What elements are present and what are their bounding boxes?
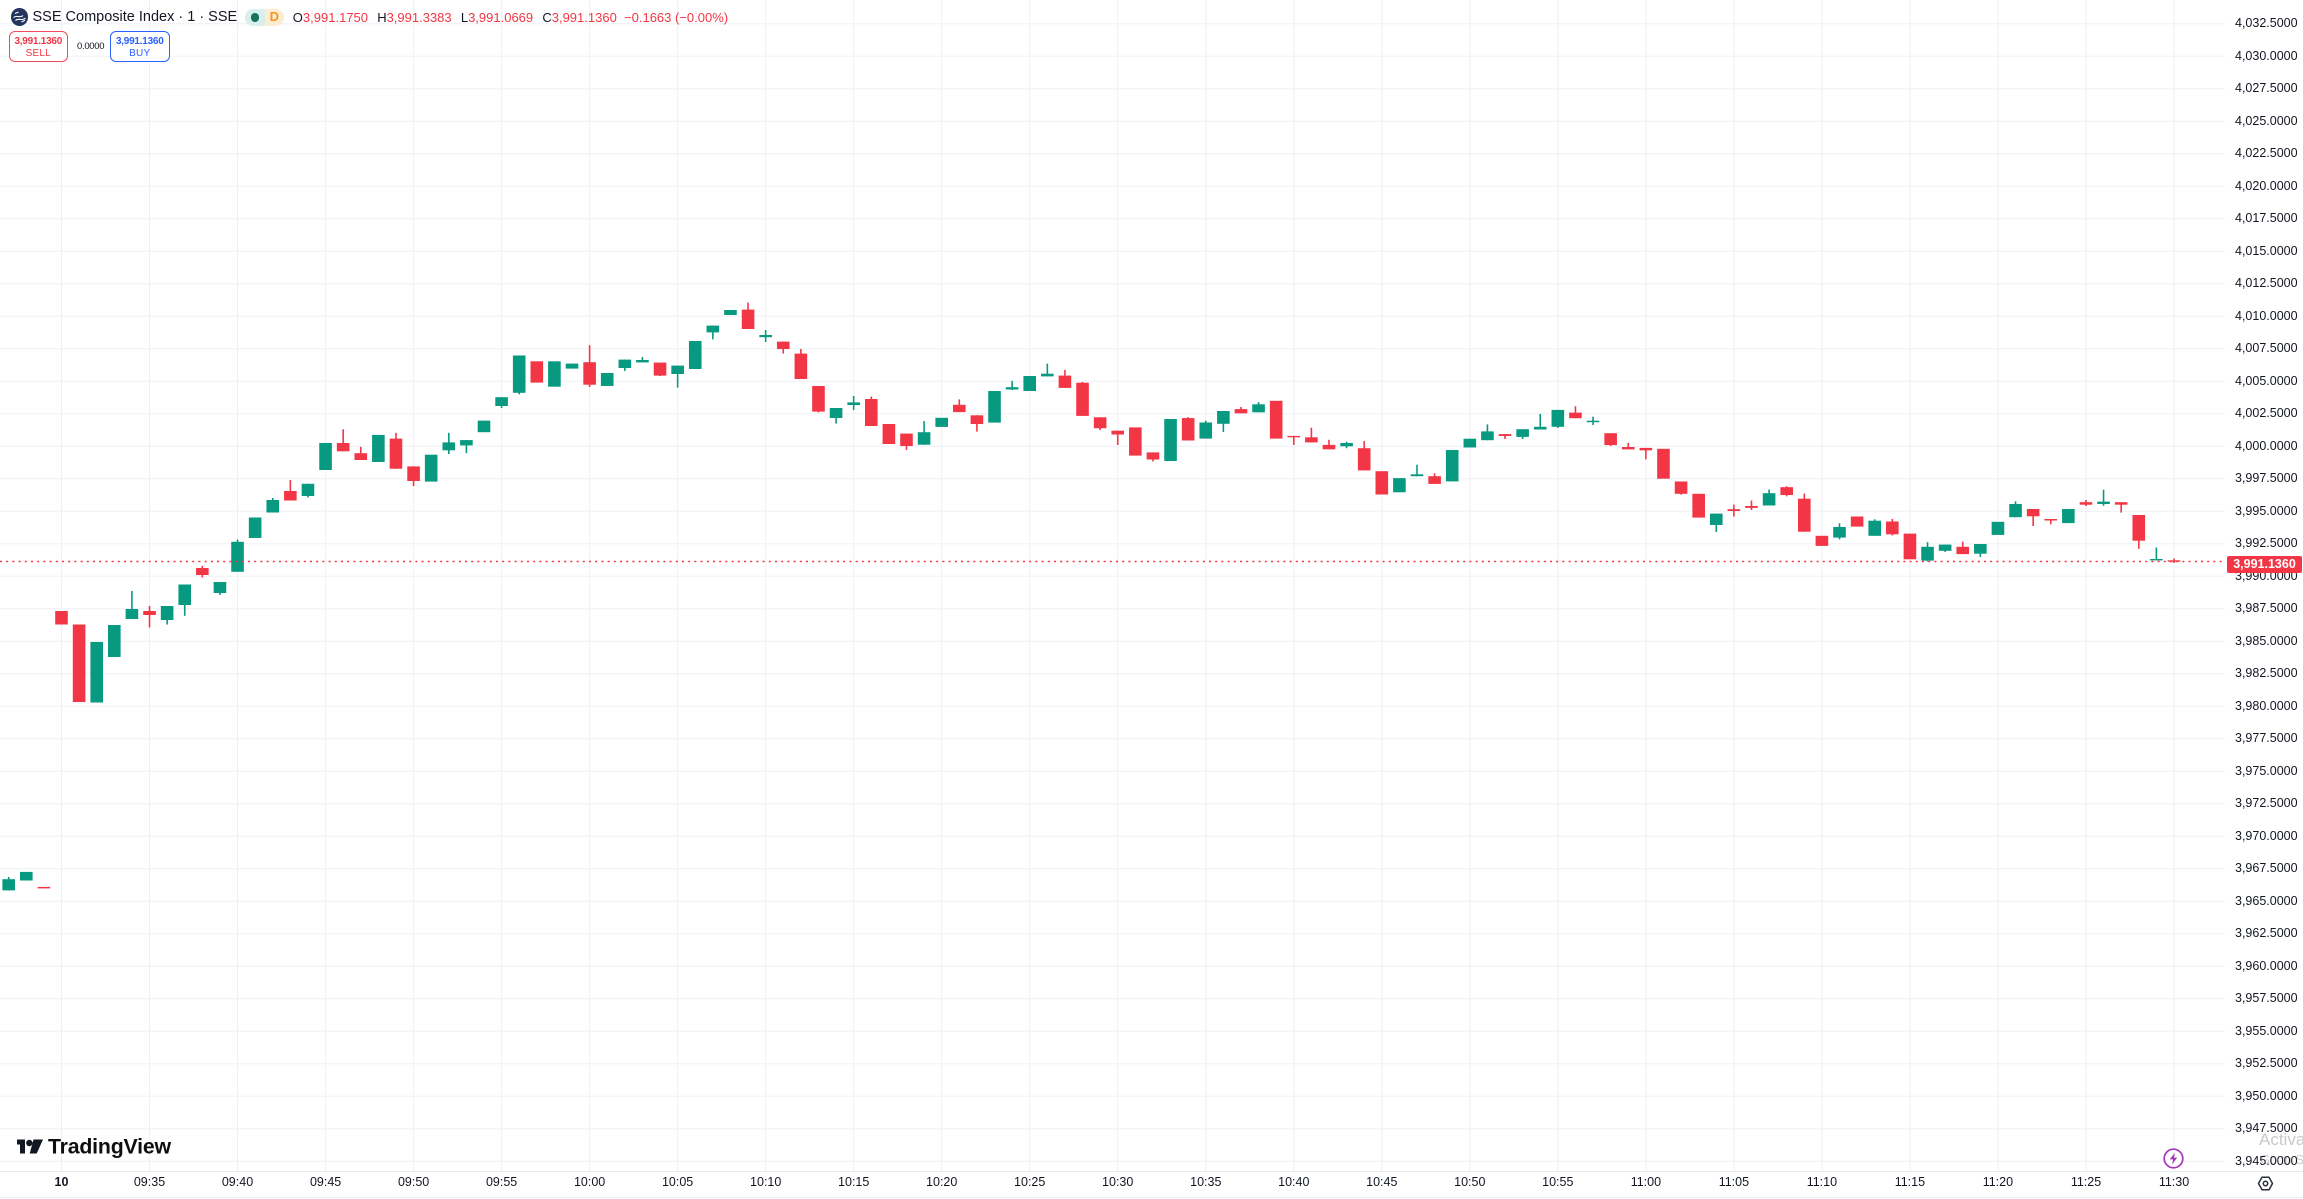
- svg-text:TradingView: TradingView: [48, 1138, 171, 1158]
